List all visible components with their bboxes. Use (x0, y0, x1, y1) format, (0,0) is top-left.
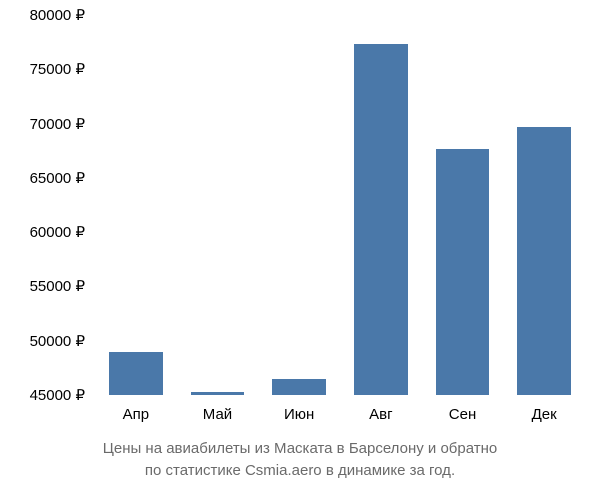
y-tick-label: 55000 ₽ (30, 277, 85, 295)
chart-caption: Цены на авиабилеты из Маската в Барселон… (0, 438, 600, 482)
y-tick-label: 45000 ₽ (30, 386, 85, 404)
bar (191, 392, 245, 395)
y-tick-label: 75000 ₽ (30, 60, 85, 78)
y-tick-label: 70000 ₽ (30, 115, 85, 133)
bar (436, 149, 490, 395)
plot-area (95, 15, 585, 395)
y-axis: 45000 ₽50000 ₽55000 ₽60000 ₽65000 ₽70000… (0, 15, 90, 395)
caption-line-2: по статистике Csmia.aero в динамике за г… (145, 462, 455, 479)
x-tick-label: Апр (123, 406, 149, 423)
bar (354, 44, 408, 395)
x-tick-label: Май (203, 406, 232, 423)
caption-line-1: Цены на авиабилеты из Маската в Барселон… (103, 440, 497, 457)
x-tick-label: Июн (284, 406, 314, 423)
y-tick-label: 80000 ₽ (30, 6, 85, 24)
price-chart: 45000 ₽ 50000 ₽ 55000 ₽ 60000 ₽ 65000 ₽ 70000… (0, 0, 600, 500)
x-axis: Апр Май Июн Авг Сен Дек (95, 400, 585, 430)
bar (272, 379, 326, 395)
x-tick-label: Сен (449, 406, 476, 423)
bar (109, 352, 163, 395)
y-tick-label: 50000 ₽ (30, 332, 85, 350)
bar (517, 127, 571, 395)
x-tick-label: Авг (369, 406, 392, 423)
x-tick-label: Дек (532, 406, 557, 423)
y-tick-label: 60000 ₽ (30, 223, 85, 241)
y-tick-label: 65000 ₽ (30, 169, 85, 187)
